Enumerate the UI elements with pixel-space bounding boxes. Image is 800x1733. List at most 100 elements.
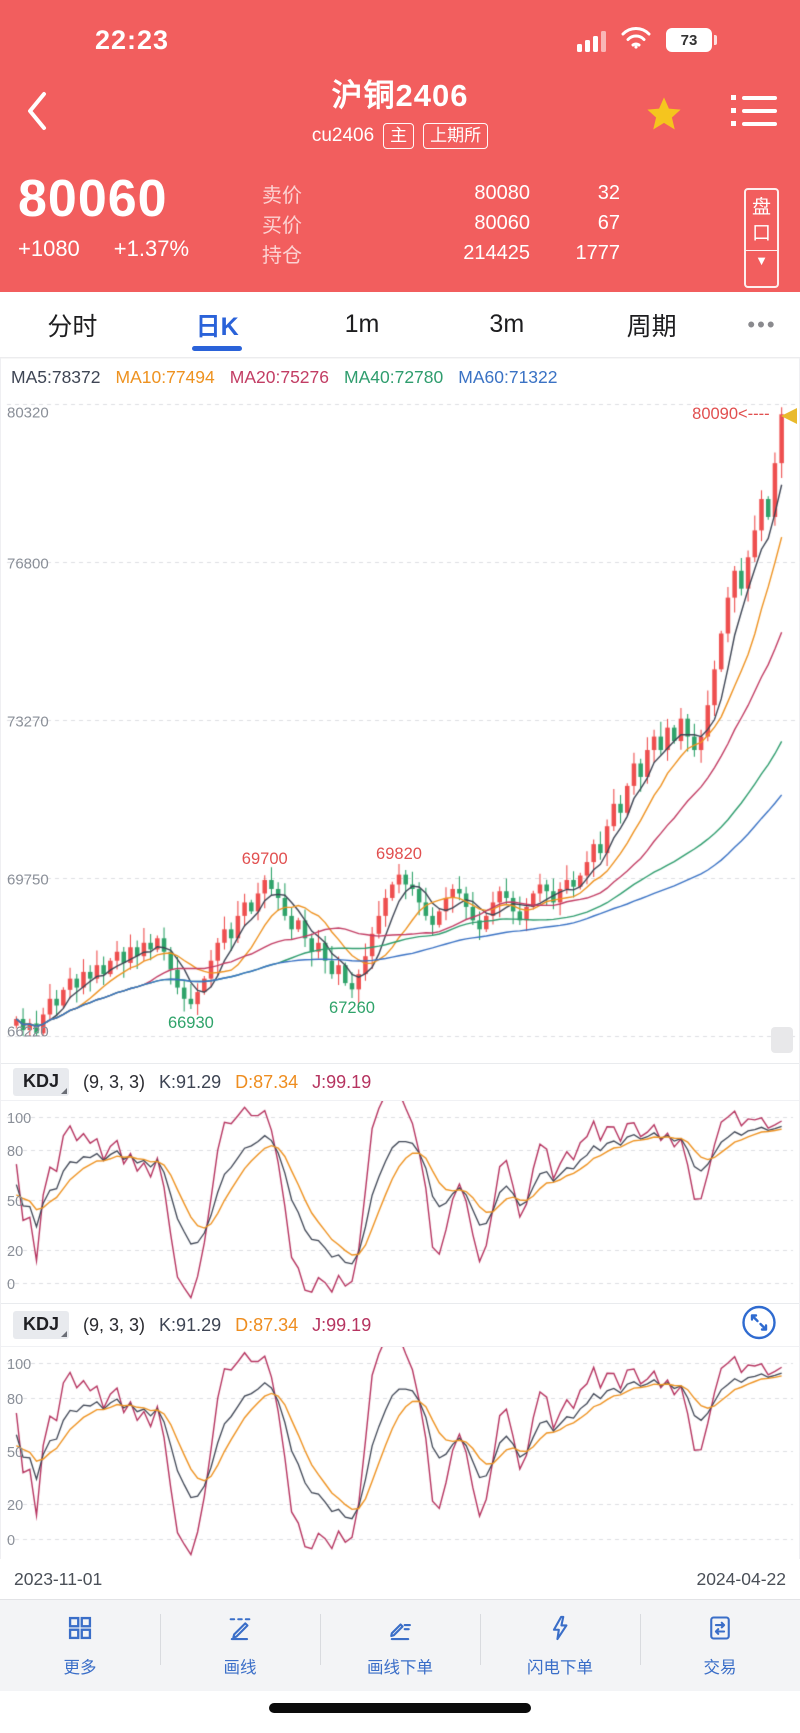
pankou-char-2: 口 bbox=[751, 222, 771, 244]
y-axis-tick: 80320 bbox=[7, 404, 49, 422]
kdj-j-value-1: J:99.19 bbox=[312, 1071, 372, 1092]
cellular-signal-icon bbox=[577, 28, 606, 52]
ma5-legend: MA5:78372 bbox=[11, 366, 101, 387]
bottom-toolbar: 更多 画线 画线下单 bbox=[0, 1599, 800, 1691]
y-axis-tick: 73270 bbox=[7, 712, 49, 730]
candlestick-chart[interactable] bbox=[1, 396, 799, 1063]
kdj-axis-tick: 0 bbox=[7, 1532, 16, 1549]
more-periods-icon[interactable]: ••• bbox=[747, 311, 777, 337]
title-bar: 沪铜2406 cu2406 主 上期所 bbox=[0, 70, 800, 172]
bid-price: 80060 bbox=[474, 211, 530, 234]
charts-area: 80320 76800 73270 69750 66220 80090<---- 69700… bbox=[0, 396, 800, 1559]
pankou-expand-arrow-icon: ▼ bbox=[755, 253, 768, 269]
kdj-k-value-2: K:91.29 bbox=[159, 1314, 222, 1335]
price-change-percent: +1.37% bbox=[113, 235, 190, 261]
trade-icon bbox=[706, 1614, 734, 1647]
more-button[interactable]: 更多 bbox=[0, 1600, 160, 1691]
order-book-toggle[interactable]: 盘 口 ▼ bbox=[744, 188, 779, 288]
watermark-logo bbox=[771, 1027, 793, 1053]
kdj-indicator-selector-2[interactable]: KDJ bbox=[13, 1311, 70, 1339]
flash-order-button[interactable]: 闪电下单 bbox=[480, 1600, 640, 1691]
kdj-chart-1[interactable] bbox=[1, 1101, 799, 1303]
active-tab-underline bbox=[192, 346, 243, 351]
kdj-axis-tick: 50 bbox=[7, 1444, 24, 1461]
flash-order-button-label: 闪电下单 bbox=[527, 1658, 593, 1677]
fullscreen-expand-icon[interactable] bbox=[741, 1305, 777, 1346]
grid-icon bbox=[66, 1614, 94, 1647]
tab-period[interactable]: 周期 bbox=[626, 312, 677, 341]
pankou-char-1: 盘 bbox=[751, 197, 771, 218]
instrument-title-block: 沪铜2406 cu2406 主 上期所 bbox=[0, 70, 800, 150]
price-flag-icon bbox=[781, 408, 797, 424]
quote-header: 22:23 73 bbox=[0, 0, 800, 292]
bid-qty: 67 bbox=[597, 211, 620, 234]
kdj-chart-2[interactable] bbox=[1, 1347, 799, 1559]
chart-annotation: 66930 bbox=[167, 1014, 214, 1033]
ma40-legend: MA40:72780 bbox=[344, 366, 444, 387]
bid-row: 买价 80060 67 bbox=[262, 208, 632, 238]
draw-line-icon bbox=[226, 1614, 254, 1647]
tab-time-share[interactable]: 分时 bbox=[47, 312, 98, 341]
tab-1m[interactable]: 1m bbox=[344, 310, 380, 338]
exchange-badge: 上期所 bbox=[423, 123, 489, 150]
bid-label: 买价 bbox=[262, 214, 302, 237]
wifi-icon bbox=[620, 25, 652, 56]
kdj-axis-tick: 20 bbox=[7, 1243, 24, 1260]
draw-line-order-button-label: 画线下单 bbox=[367, 1658, 433, 1677]
ask-row: 卖价 80080 32 bbox=[262, 178, 632, 208]
instrument-name: 沪铜2406 bbox=[331, 78, 469, 113]
price-change: +1080 bbox=[18, 235, 80, 261]
kdj-axis-tick: 80 bbox=[7, 1143, 24, 1160]
chart-annotation: 69820 bbox=[376, 844, 422, 863]
kdj-axis-tick: 80 bbox=[7, 1391, 24, 1408]
open-interest-change: 1777 bbox=[575, 241, 621, 264]
main-contract-badge: 主 bbox=[383, 123, 415, 150]
price-section: 80060 +1080 +1.37% 卖价 80080 32 买价 80060 … bbox=[0, 172, 800, 292]
tab-daily-k-label: 日K bbox=[195, 312, 239, 341]
home-indicator[interactable] bbox=[269, 1703, 531, 1713]
kdj-axis-tick: 0 bbox=[7, 1276, 16, 1293]
draw-line-button-label: 画线 bbox=[223, 1658, 257, 1677]
y-axis-tick: 76800 bbox=[7, 554, 49, 572]
depth-quote-block: 卖价 80080 32 买价 80060 67 持仓 214425 1777 bbox=[262, 178, 632, 268]
list-menu-icon[interactable] bbox=[731, 95, 777, 134]
back-button[interactable] bbox=[22, 88, 62, 138]
lightning-icon bbox=[546, 1614, 574, 1647]
kdj-d-value-2: D:87.34 bbox=[235, 1314, 299, 1335]
tab-3m[interactable]: 3m bbox=[489, 310, 525, 338]
status-bar: 22:23 73 bbox=[0, 0, 800, 70]
favorite-star-icon[interactable] bbox=[645, 95, 683, 138]
kdj-params-2: (9, 3, 3) bbox=[83, 1314, 146, 1335]
draw-line-button[interactable]: 画线 bbox=[160, 1600, 320, 1691]
x-axis-end-date: 2024-04-22 bbox=[696, 1568, 786, 1589]
kdj-chart-panel-1: 100 80 50 20 0 bbox=[1, 1101, 799, 1303]
instrument-subtitle: cu2406 主 上期所 bbox=[0, 123, 800, 150]
y-axis-tick: 69750 bbox=[7, 870, 49, 888]
kdj-axis-tick: 50 bbox=[7, 1193, 24, 1210]
trade-button[interactable]: 交易 bbox=[640, 1600, 800, 1691]
bottom-safe-area bbox=[0, 1691, 800, 1733]
instrument-code: cu2406 bbox=[311, 125, 375, 147]
kdj-params-1: (9, 3, 3) bbox=[83, 1071, 146, 1092]
ask-price: 80080 bbox=[474, 181, 530, 204]
battery-percent: 73 bbox=[680, 31, 698, 49]
kdj-k-value-1: K:91.29 bbox=[159, 1071, 222, 1092]
more-button-label: 更多 bbox=[63, 1658, 97, 1677]
kdj-d-value-1: D:87.34 bbox=[235, 1071, 299, 1092]
tab-daily-k[interactable]: 日K bbox=[145, 292, 290, 357]
kdj-axis-tick: 20 bbox=[7, 1497, 24, 1514]
ma60-legend: MA60:71322 bbox=[458, 366, 558, 387]
open-interest-row: 持仓 214425 1777 bbox=[262, 238, 632, 268]
ma-legend: MA5:78372 MA10:77494 MA20:75276 MA40:727… bbox=[0, 358, 800, 396]
draw-line-order-button[interactable]: 画线下单 bbox=[320, 1600, 480, 1691]
ma10-legend: MA10:77494 bbox=[115, 366, 215, 387]
kdj-indicator-selector[interactable]: KDJ bbox=[13, 1068, 70, 1096]
last-price: 80060 bbox=[18, 170, 168, 228]
ma20-legend: MA20:75276 bbox=[229, 366, 330, 387]
x-axis-date-row: 2023-11-01 2024-04-22 bbox=[0, 1559, 800, 1599]
pankou-divider bbox=[746, 250, 777, 252]
kdj-j-value-2: J:99.19 bbox=[312, 1314, 372, 1335]
kdj-axis-tick: 100 bbox=[7, 1356, 32, 1373]
candlestick-chart-panel: 80320 76800 73270 69750 66220 80090<---- 69700… bbox=[1, 396, 799, 1063]
ask-qty: 32 bbox=[597, 181, 620, 204]
